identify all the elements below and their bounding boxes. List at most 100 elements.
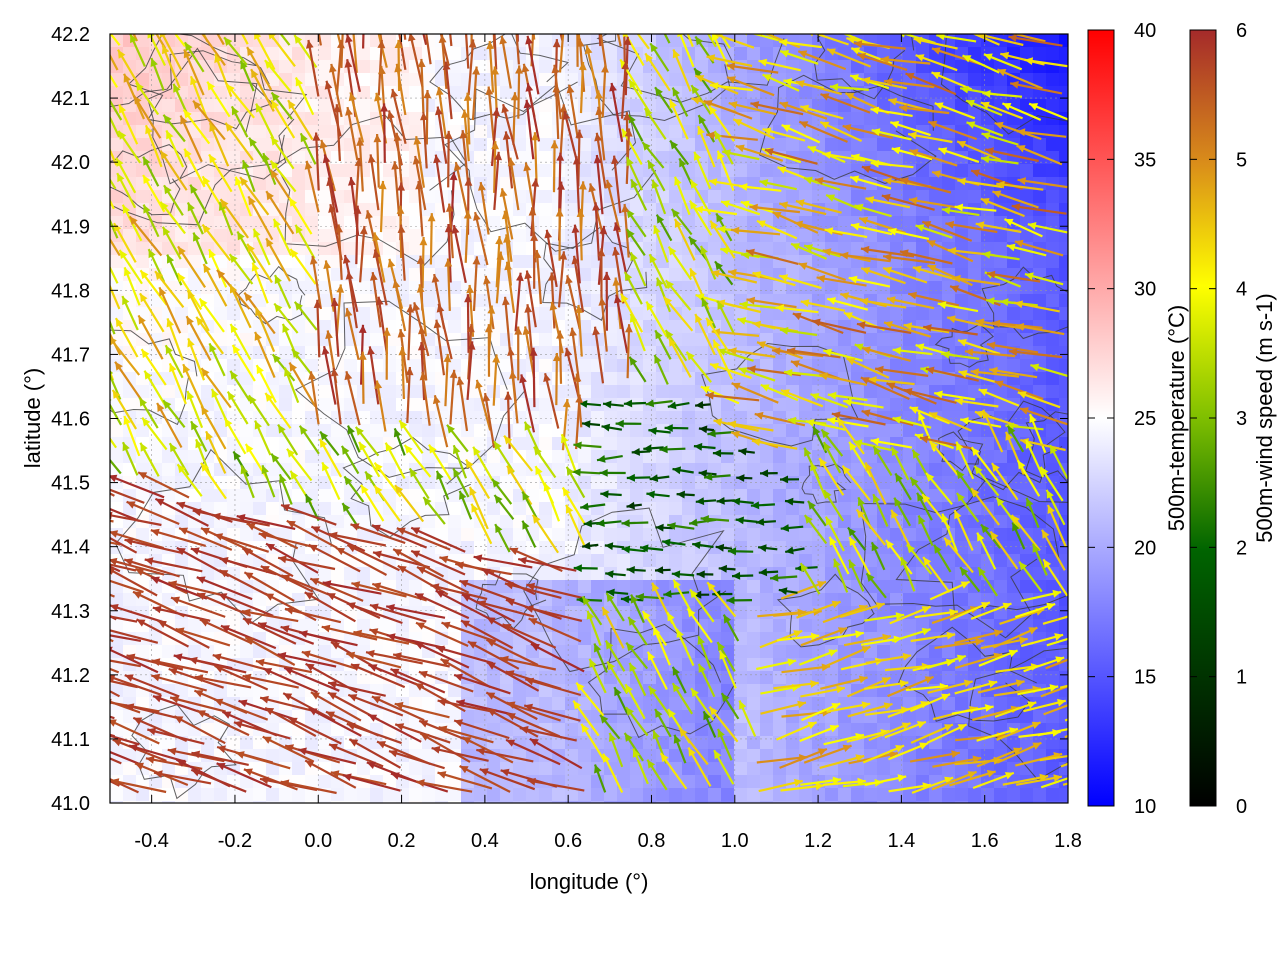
wind-arrow (208, 153, 233, 193)
wind-arrow (697, 125, 716, 168)
wind-arrow (800, 776, 842, 786)
wind-arrow (169, 695, 226, 713)
wind-arrow (485, 86, 495, 141)
wind-arrow (909, 750, 961, 763)
wind-arrow (273, 302, 299, 334)
wind-arrow (580, 723, 606, 762)
wind-arrow (874, 365, 929, 377)
wind-arrow (509, 370, 519, 424)
wind-arrow (780, 580, 827, 600)
wind-arrow (1016, 144, 1063, 166)
wind-arrow (532, 446, 557, 479)
wind-arrow (152, 605, 211, 622)
wind-arrow (957, 339, 1001, 355)
wind-arrow (790, 360, 840, 380)
wind-arrow (925, 472, 953, 506)
wind-arrow (621, 203, 630, 258)
wind-arrow (847, 526, 867, 551)
wind-arrow (584, 45, 599, 96)
wind-arrow (885, 539, 913, 575)
wind-arrow (716, 728, 733, 761)
wind-arrow (556, 152, 565, 212)
wind-arrow (393, 428, 406, 456)
wind-arrow (530, 178, 540, 237)
wind-arrow (797, 50, 847, 71)
wind-arrow (110, 507, 140, 522)
wind-arrow (853, 439, 892, 452)
wind-arrow (463, 92, 472, 145)
wind-arrow (592, 202, 601, 261)
wind-arrow (335, 224, 343, 280)
wind-arrow (464, 294, 472, 353)
wind-arrow (452, 467, 470, 498)
wind-arrow (596, 455, 623, 463)
wind-arrow (313, 299, 322, 358)
wind-arrow (165, 129, 185, 168)
wind-arrow (600, 490, 622, 499)
wind-arrow (655, 277, 672, 313)
wind-arrow (262, 667, 318, 694)
wind-arrow (384, 442, 406, 480)
wind-arrow (182, 109, 211, 145)
wind-arrow (572, 700, 600, 737)
wind-arrow (543, 372, 560, 429)
temperature-colorbar-tick-label: 25 (1134, 408, 1156, 430)
wind-arrow (604, 640, 626, 672)
wind-arrow (168, 580, 225, 597)
wind-arrow (423, 89, 432, 145)
wind-arrow (449, 171, 458, 232)
wind-arrow (557, 251, 568, 308)
wind-arrow (686, 34, 694, 48)
wind-arrow (198, 297, 225, 333)
wind-arrow (858, 216, 907, 235)
wind-arrow (664, 329, 688, 362)
wind-arrow (655, 523, 673, 532)
wind-arrow (517, 556, 577, 572)
wind-arrow (486, 638, 539, 666)
wind-arrow (524, 605, 583, 622)
wind-arrow (435, 589, 490, 620)
wind-arrow (678, 157, 694, 187)
wind-arrow (377, 39, 386, 96)
wind-arrow (330, 297, 340, 357)
wind-arrow (927, 120, 978, 141)
wind-arrow (649, 42, 670, 72)
wind-arrow (943, 536, 974, 574)
wind-arrow (762, 73, 800, 92)
wind-arrow (601, 64, 609, 118)
wind-arrow (231, 344, 256, 382)
wind-arrow (446, 424, 469, 453)
wind-arrow (524, 677, 582, 697)
wind-arrow (114, 317, 139, 358)
wind-arrow (155, 34, 167, 49)
wind-arrow (283, 666, 340, 692)
wind-arrow (390, 88, 407, 145)
wind-arrow (182, 363, 205, 409)
wind-arrow (229, 323, 252, 361)
wind-arrow (327, 680, 386, 697)
wind-arrow (726, 596, 753, 605)
wind-arrow (144, 557, 203, 573)
wind-arrow (208, 248, 228, 288)
wind-arrow (882, 253, 936, 265)
wind-arrow (700, 385, 740, 405)
wind-arrow (1039, 754, 1068, 762)
wind-arrow (688, 236, 709, 262)
wind-arrow (468, 486, 489, 530)
wind-arrow (692, 541, 714, 549)
wind-arrow (456, 699, 515, 717)
wind-arrow (425, 34, 432, 65)
wind-arrow (417, 58, 426, 113)
wind-arrow (493, 151, 502, 210)
wind-arrow (243, 768, 298, 791)
wind-arrow (414, 641, 470, 669)
wind-arrow (899, 177, 952, 194)
windspeed-colorbar-tick-label: 4 (1236, 279, 1247, 301)
wind-arrow (705, 317, 732, 356)
wind-arrow (217, 592, 274, 617)
wind-arrow (811, 318, 867, 334)
wind-arrow (479, 768, 536, 791)
wind-arrow (255, 658, 313, 674)
wind-arrow (435, 470, 450, 500)
wind-arrow (254, 331, 276, 379)
